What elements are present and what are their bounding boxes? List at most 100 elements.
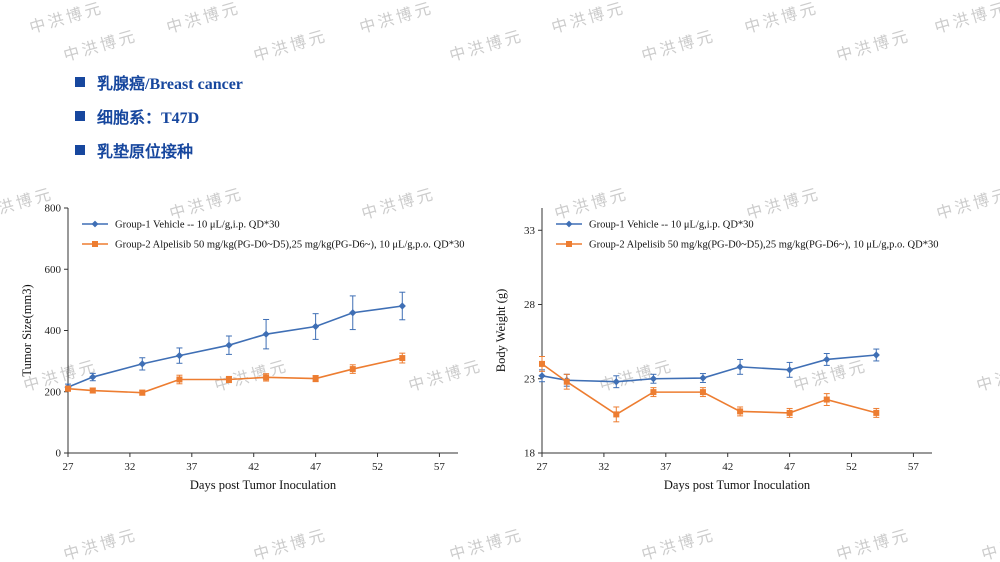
bullet-item-cell-line: 细胞系：T47D xyxy=(75,106,243,127)
watermark-text: 中洪博元 xyxy=(251,526,330,562)
watermark-text: 中洪博元 xyxy=(834,526,913,562)
x-tick-label: 37 xyxy=(186,461,198,473)
watermark-text: 中洪博元 xyxy=(742,0,821,38)
data-point xyxy=(349,309,357,317)
bullet-label: 乳垫原位接种 xyxy=(97,144,194,161)
legend-marker xyxy=(566,241,572,247)
x-tick-label: 32 xyxy=(124,461,135,473)
watermark-text: 中洪博元 xyxy=(447,27,526,66)
x-tick-label: 47 xyxy=(310,461,322,473)
x-axis-label: Days post Tumor Inoculation xyxy=(190,478,337,492)
y-tick-label: 600 xyxy=(45,264,62,276)
bullet-label: 细胞系：T47D xyxy=(97,110,200,127)
data-point xyxy=(139,389,146,396)
data-point xyxy=(786,409,793,416)
data-point xyxy=(563,378,570,385)
x-tick-label: 57 xyxy=(908,461,920,473)
bullet-square-icon xyxy=(75,145,85,155)
data-point xyxy=(872,351,880,359)
data-point xyxy=(398,302,406,310)
watermark-text: 中洪博元 xyxy=(61,526,140,562)
x-tick-label: 47 xyxy=(784,461,796,473)
tumor-size-chart: 0 200 400 600 800 27 32 37 42 47 52 57 Days post Tum… xyxy=(20,203,464,493)
x-tick-label: 37 xyxy=(660,461,672,473)
watermark-text: 中洪博元 xyxy=(974,357,1000,396)
data-point xyxy=(89,387,96,394)
watermark-text: 中洪博元 xyxy=(834,27,913,66)
legend-label: Group-2 Alpelisib 50 mg/kg(PG-D0~D5),25 … xyxy=(589,240,938,251)
data-point xyxy=(736,363,744,371)
bullet-item-inoculation-site: 乳垫原位接种 xyxy=(75,140,243,161)
data-point xyxy=(138,360,146,368)
data-point xyxy=(823,396,830,403)
bullet-square-icon xyxy=(75,111,85,121)
watermark-text: 中洪博元 xyxy=(932,0,1000,38)
data-point xyxy=(737,408,744,415)
x-tick-label: 52 xyxy=(372,461,383,473)
x-tick-label: 32 xyxy=(598,461,609,473)
data-point xyxy=(312,375,319,382)
x-axis-label: Days post Tumor Inoculation xyxy=(664,478,811,492)
x-tick-label: 42 xyxy=(248,461,259,473)
watermark-text: 中洪博元 xyxy=(251,27,330,66)
legend-marker xyxy=(565,220,573,228)
data-point xyxy=(65,385,71,392)
legend-label: Group-1 Vehicle -- 10 μL/g,i.p. QD*30 xyxy=(589,220,754,231)
x-tick-label: 27 xyxy=(63,461,75,473)
y-tick-label: 800 xyxy=(45,203,62,215)
data-point xyxy=(613,411,620,418)
body-weight-chart: 18 23 28 33 27 32 37 42 47 52 57 Days post Tumor In… xyxy=(494,208,938,492)
x-tick-label: 27 xyxy=(537,461,549,473)
y-tick-label: 0 xyxy=(56,448,62,460)
y-tick-label: 33 xyxy=(524,225,536,237)
watermark-text: 中洪博元 xyxy=(61,27,140,66)
bullet-item-breast-cancer: 乳腺癌/Breast cancer xyxy=(75,72,243,93)
legend-label: Group-2 Alpelisib 50 mg/kg(PG-D0~D5),25 … xyxy=(115,240,464,251)
y-tick-label: 23 xyxy=(524,373,536,385)
data-point xyxy=(175,352,184,360)
data-point xyxy=(650,389,657,396)
bullet-list: 乳腺癌/Breast cancer 细胞系：T47D 乳垫原位接种 xyxy=(75,72,243,174)
bullet-square-icon xyxy=(75,77,85,87)
data-point xyxy=(873,409,880,416)
legend-marker xyxy=(91,220,99,228)
data-point xyxy=(312,322,320,331)
series-line-1 xyxy=(67,357,403,394)
data-point xyxy=(399,355,406,362)
data-point xyxy=(539,360,545,367)
y-tick-label: 18 xyxy=(524,448,536,460)
data-point xyxy=(349,366,356,373)
data-point xyxy=(225,376,232,383)
watermark-text: 中洪博元 xyxy=(447,526,526,562)
data-point xyxy=(649,375,658,383)
data-point xyxy=(225,341,233,349)
watermark-text: 中洪博元 xyxy=(27,0,106,38)
legend-marker xyxy=(92,241,98,247)
y-tick-label: 400 xyxy=(45,325,62,337)
y-axis-label: Tumor Size(mm3) xyxy=(20,284,34,376)
watermark-text: 中洪博元 xyxy=(979,526,1000,562)
x-tick-label: 57 xyxy=(434,461,446,473)
bullet-label: 乳腺癌/Breast cancer xyxy=(97,76,243,93)
y-tick-label: 200 xyxy=(45,386,62,398)
data-point xyxy=(262,330,270,338)
legend-label: Group-1 Vehicle -- 10 μL/g,i.p. QD*30 xyxy=(115,220,280,231)
watermark-text: 中洪博元 xyxy=(639,526,718,562)
x-tick-label: 42 xyxy=(722,461,733,473)
data-point xyxy=(263,374,270,381)
x-tick-label: 52 xyxy=(846,461,857,473)
data-point xyxy=(699,389,706,396)
watermark-text: 中洪博元 xyxy=(357,0,436,38)
data-point xyxy=(823,355,831,364)
series-line-1 xyxy=(541,363,877,416)
data-point xyxy=(612,378,620,386)
watermark-text: 中洪博元 xyxy=(639,27,718,66)
watermark-text: 中洪博元 xyxy=(549,0,628,38)
watermark-text: 中洪博元 xyxy=(164,0,243,38)
data-point xyxy=(176,376,183,383)
data-point xyxy=(89,373,97,381)
y-tick-label: 28 xyxy=(524,299,536,311)
series-line-0 xyxy=(67,305,403,388)
y-axis-label: Body Weight (g) xyxy=(494,289,508,372)
